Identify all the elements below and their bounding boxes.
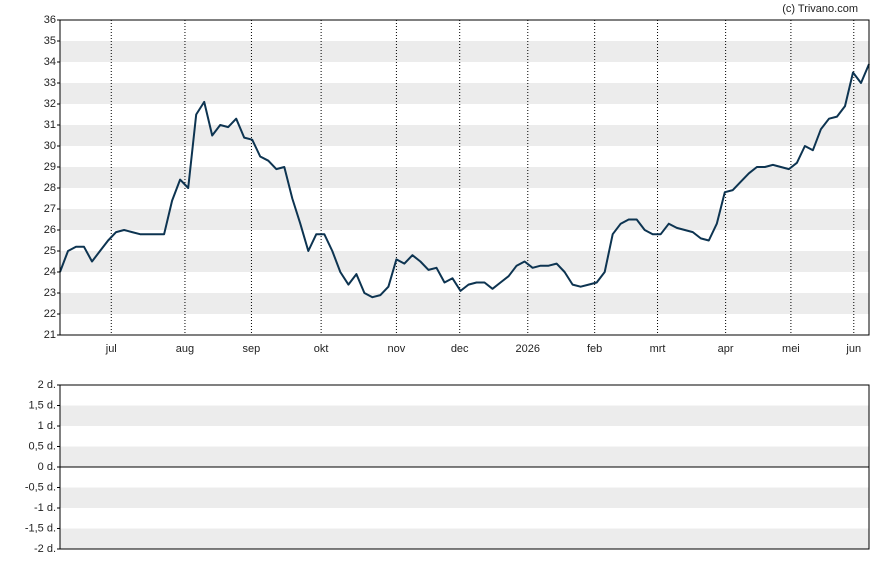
x-tick-label: apr <box>718 343 734 355</box>
y-tick-label: 0,5 d. <box>28 440 56 452</box>
x-tick-label: jun <box>845 343 861 355</box>
y-tick-label: 21 <box>44 329 56 341</box>
y-tick-label: 35 <box>44 35 56 47</box>
y-tick-label: 1 d. <box>38 420 56 432</box>
y-tick-label: 28 <box>44 182 56 194</box>
y-tick-label: 0 d. <box>38 461 56 473</box>
x-tick-label: jul <box>105 343 117 355</box>
y-tick-label: 1,5 d. <box>28 399 56 411</box>
y-tick-label: 23 <box>44 287 56 299</box>
y-tick-label: 31 <box>44 119 56 131</box>
x-tick-label: feb <box>587 343 602 355</box>
x-tick-label: 2026 <box>516 343 540 355</box>
y-tick-label: 22 <box>44 308 56 320</box>
price-line <box>59 63 870 299</box>
y-tick-label: -1,5 d. <box>25 522 56 534</box>
y-tick-label: 33 <box>44 77 56 89</box>
band <box>60 487 869 508</box>
x-tick-label: okt <box>314 343 329 355</box>
band <box>60 41 869 62</box>
y-tick-label: -2 d. <box>34 543 56 555</box>
x-tick-label: sep <box>243 343 261 355</box>
band <box>60 167 869 188</box>
band <box>60 251 869 272</box>
y-tick-label: 32 <box>44 98 56 110</box>
y-tick-label: 25 <box>44 245 56 257</box>
y-tick-label: 24 <box>44 266 56 278</box>
y-tick-label: -1 d. <box>34 502 56 514</box>
band <box>60 125 869 146</box>
x-tick-label: nov <box>388 343 406 355</box>
plot-frame <box>59 384 870 550</box>
band <box>60 446 869 467</box>
plot-frame <box>59 19 870 336</box>
y-tick-label: -0,5 d. <box>25 481 56 493</box>
y-tick-label: 26 <box>44 224 56 236</box>
band <box>60 209 869 230</box>
x-tick-label: mei <box>782 343 800 355</box>
x-tick-label: dec <box>451 343 469 355</box>
y-tick-label: 29 <box>44 161 56 173</box>
band <box>60 405 869 426</box>
y-tick-label: 27 <box>44 203 56 215</box>
x-tick-label: aug <box>176 343 194 355</box>
credit: (c) Trivano.com <box>782 3 858 15</box>
x-tick-label: mrt <box>650 343 666 355</box>
y-tick-label: 34 <box>44 56 56 68</box>
band <box>60 293 869 314</box>
band <box>60 83 869 104</box>
y-tick-label: 36 <box>44 14 56 26</box>
band <box>60 528 869 549</box>
y-tick-label: 30 <box>44 140 56 152</box>
y-tick-label: 2 d. <box>38 379 56 391</box>
